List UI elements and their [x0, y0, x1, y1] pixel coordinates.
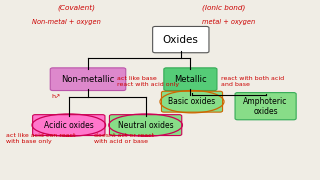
Text: metal + oxygen: metal + oxygen [202, 19, 255, 25]
Text: Neutral oxides: Neutral oxides [118, 121, 173, 130]
Text: h↗: h↗ [52, 94, 60, 99]
FancyBboxPatch shape [33, 115, 105, 136]
Text: Non-metallic: Non-metallic [61, 75, 115, 84]
FancyBboxPatch shape [50, 68, 126, 91]
Text: Acidic oxides: Acidic oxides [44, 121, 94, 130]
Text: Non-metal + oxygen: Non-metal + oxygen [32, 19, 101, 25]
Text: doesnt act or react
with acid or base: doesnt act or react with acid or base [94, 133, 155, 144]
FancyBboxPatch shape [235, 93, 296, 120]
Text: (Ionic bond): (Ionic bond) [202, 4, 245, 11]
Text: Basic oxides: Basic oxides [168, 97, 216, 106]
Text: act like base
react with acid only: act like base react with acid only [117, 76, 179, 87]
FancyBboxPatch shape [162, 91, 223, 112]
FancyBboxPatch shape [153, 26, 209, 53]
Text: (Covalent): (Covalent) [58, 4, 96, 11]
Text: Metallic: Metallic [174, 75, 207, 84]
FancyBboxPatch shape [164, 68, 217, 91]
Text: Amphoteric
oxides: Amphoteric oxides [244, 96, 288, 116]
FancyBboxPatch shape [109, 115, 182, 136]
Text: react with both acid
and base: react with both acid and base [221, 76, 284, 87]
Text: act like acid can react
with base only: act like acid can react with base only [6, 133, 76, 144]
Text: Oxides: Oxides [163, 35, 199, 45]
